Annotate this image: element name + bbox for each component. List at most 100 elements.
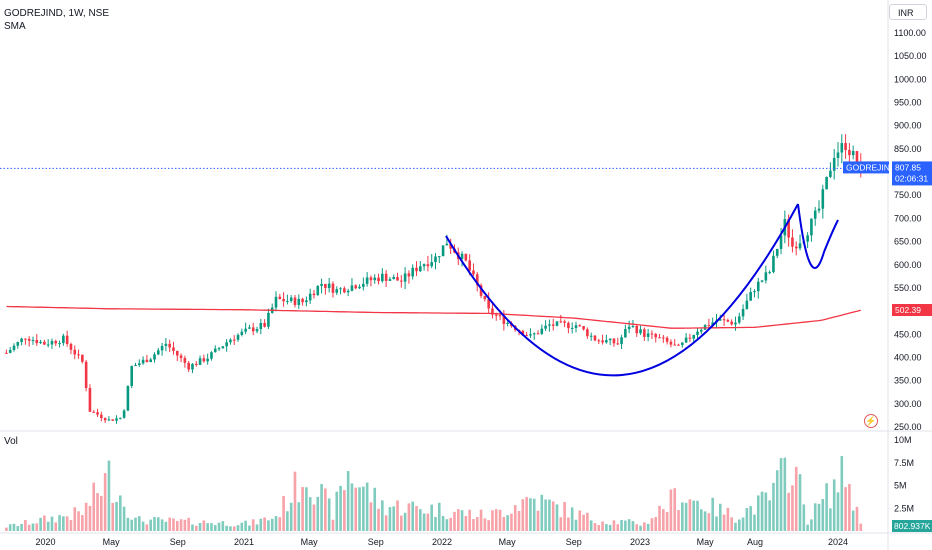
candle-body[interactable] xyxy=(536,333,540,335)
volume-bar[interactable] xyxy=(817,503,821,531)
candle-body[interactable] xyxy=(419,266,422,272)
volume-bar[interactable] xyxy=(506,515,509,531)
volume-bar[interactable] xyxy=(832,479,836,531)
volume-bar[interactable] xyxy=(240,522,244,531)
volume-bar[interactable] xyxy=(229,526,232,531)
volume-bar[interactable] xyxy=(282,496,285,531)
volume-bar[interactable] xyxy=(400,515,403,531)
volume-bar[interactable] xyxy=(718,503,722,531)
volume-bar[interactable] xyxy=(396,500,399,531)
candle-body[interactable] xyxy=(240,331,244,335)
candle-body[interactable] xyxy=(563,321,566,323)
volume-bar[interactable] xyxy=(779,458,783,531)
candle-body[interactable] xyxy=(593,335,597,341)
volume-bar[interactable] xyxy=(343,490,346,531)
candle-body[interactable] xyxy=(407,273,411,277)
candle-body[interactable] xyxy=(631,326,635,328)
volume-bar[interactable] xyxy=(270,518,274,531)
candle-body[interactable] xyxy=(684,337,688,343)
candle-body[interactable] xyxy=(532,333,536,335)
volume-bar[interactable] xyxy=(578,510,582,531)
volume-bar[interactable] xyxy=(563,502,566,531)
volume-bar[interactable] xyxy=(456,509,460,531)
volume-bar[interactable] xyxy=(122,506,126,531)
candle-body[interactable] xyxy=(559,321,563,323)
candle-body[interactable] xyxy=(555,321,559,326)
volume-bar[interactable] xyxy=(851,510,855,531)
volume-bar[interactable] xyxy=(715,516,718,531)
volume-bar[interactable] xyxy=(684,502,688,531)
candle-body[interactable] xyxy=(624,329,627,338)
candle-body[interactable] xyxy=(502,315,506,324)
candle-body[interactable] xyxy=(586,329,589,337)
volume-bar[interactable] xyxy=(381,500,384,531)
candle-body[interactable] xyxy=(677,344,680,346)
volume-bar[interactable] xyxy=(392,506,396,531)
candle-body[interactable] xyxy=(813,210,817,219)
volume-bar[interactable] xyxy=(631,521,635,531)
candle-body[interactable] xyxy=(396,277,399,281)
volume-bar[interactable] xyxy=(699,509,703,531)
candle-body[interactable] xyxy=(635,326,639,334)
volume-bar[interactable] xyxy=(589,520,593,531)
candle-body[interactable] xyxy=(35,339,39,344)
candle-body[interactable] xyxy=(411,267,415,277)
volume-bar[interactable] xyxy=(81,515,84,531)
candle-body[interactable] xyxy=(749,292,752,301)
volume-bar[interactable] xyxy=(430,504,433,531)
volume-bar[interactable] xyxy=(859,523,863,531)
candle-body[interactable] xyxy=(589,335,593,337)
candle-body[interactable] xyxy=(381,273,384,282)
candle-body[interactable] xyxy=(491,308,494,315)
volume-bar[interactable] xyxy=(627,519,631,531)
volume-bar[interactable] xyxy=(662,509,665,531)
candle-body[interactable] xyxy=(153,354,156,360)
volume-bar[interactable] xyxy=(73,507,77,531)
volume-bar[interactable] xyxy=(593,523,597,531)
candle-body[interactable] xyxy=(730,321,733,325)
candle-body[interactable] xyxy=(779,235,783,249)
candle-body[interactable] xyxy=(92,411,96,413)
volume-bar[interactable] xyxy=(502,516,506,531)
volume-bar[interactable] xyxy=(749,506,752,531)
candle-body[interactable] xyxy=(806,235,809,242)
candle-body[interactable] xyxy=(20,338,23,343)
candle-body[interactable] xyxy=(741,308,745,317)
volume-bar[interactable] xyxy=(487,520,490,531)
volume-bar[interactable] xyxy=(267,520,270,531)
candle-body[interactable] xyxy=(445,243,449,246)
volume-bar[interactable] xyxy=(665,511,669,531)
volume-bar[interactable] xyxy=(39,517,42,531)
handle-drawing[interactable] xyxy=(797,203,839,269)
volume-bar[interactable] xyxy=(498,509,502,531)
volume-bar[interactable] xyxy=(210,523,213,531)
volume-bar[interactable] xyxy=(324,488,327,531)
volume-bar[interactable] xyxy=(711,497,714,531)
volume-bar[interactable] xyxy=(422,513,426,531)
candle-body[interactable] xyxy=(521,330,525,336)
candle-body[interactable] xyxy=(130,365,134,387)
volume-bar[interactable] xyxy=(58,515,61,531)
volume-bar[interactable] xyxy=(829,508,832,531)
candle-body[interactable] xyxy=(81,354,84,362)
candle-body[interactable] xyxy=(168,343,171,348)
volume-bar[interactable] xyxy=(650,518,654,531)
candle-body[interactable] xyxy=(772,255,775,273)
volume-bar[interactable] xyxy=(586,512,589,531)
candle-body[interactable] xyxy=(54,340,58,344)
volume-bar[interactable] xyxy=(232,526,236,531)
candle-body[interactable] xyxy=(430,262,433,267)
volume-bar[interactable] xyxy=(472,519,475,531)
candle-body[interactable] xyxy=(191,363,194,370)
volume-bar[interactable] xyxy=(445,519,449,531)
volume-bar[interactable] xyxy=(434,516,437,531)
volume-bar[interactable] xyxy=(703,511,707,531)
candle-body[interactable] xyxy=(787,219,790,238)
volume-bar[interactable] xyxy=(813,503,817,531)
volume-bar[interactable] xyxy=(696,500,699,531)
candle-body[interactable] xyxy=(156,350,160,355)
volume-bar[interactable] xyxy=(100,495,103,531)
volume-bar[interactable] xyxy=(286,511,289,531)
volume-bar[interactable] xyxy=(301,487,304,531)
candle-body[interactable] xyxy=(384,273,388,281)
